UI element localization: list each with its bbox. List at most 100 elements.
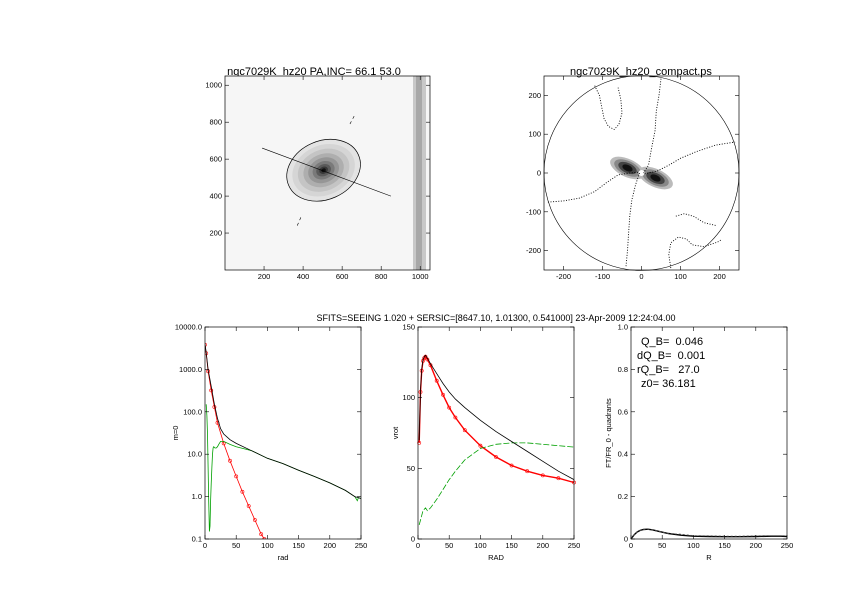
annotation-q-b: Q_B= 0.046 <box>641 336 703 348</box>
rotation-bulge-point <box>509 463 514 468</box>
profile-xtick-label: 200 <box>324 541 337 550</box>
profile-ytick-label: 10.0 <box>187 450 202 459</box>
profile-model-point <box>209 388 214 393</box>
residual-lobe-right <box>650 174 661 182</box>
rotation-bulge-point <box>462 428 467 433</box>
ftfr-ytick-label: 0.2 <box>618 492 628 501</box>
profile-xtick-label: 50 <box>232 541 240 550</box>
image-panel: ngc7029K_hz20 PA,INC= 66.1 53.0 200 400 60… <box>205 66 431 281</box>
ftfr-xtick-label: 0 <box>629 541 633 550</box>
image-xtick-label: 400 <box>297 272 310 281</box>
ftfr-ylabel: FT/FR_0 - quadrants <box>604 398 613 468</box>
major-axis-line <box>261 147 392 197</box>
ftfr-xtick-label: 50 <box>658 541 666 550</box>
compact-ticks: -200 -100 0 100 200 -200 -100 0 100 200 <box>526 76 739 281</box>
rotation-xtick-label: 200 <box>537 541 550 550</box>
ftfr-xtick-label: 100 <box>687 541 700 550</box>
annotation-z0: z0= 36.181 <box>641 378 696 390</box>
profile-ticks: 0 50 100 150 200 250 0.1 1.0 10.0 100.0 1000.0 1000… <box>175 323 367 551</box>
zero-contour <box>644 141 736 175</box>
image-ytick-label: 200 <box>209 229 222 238</box>
zero-contour <box>668 236 722 269</box>
ftfr-ytick-label: 1.0 <box>618 323 628 332</box>
image-overlay <box>261 114 392 226</box>
compact-residual-image <box>610 156 673 190</box>
compact-ytick-label: -100 <box>526 207 541 216</box>
profile-residual-line <box>205 404 361 532</box>
image-edge-strip-core <box>416 76 422 270</box>
zero-contour <box>594 85 623 131</box>
rotation-bulge-point <box>478 443 483 448</box>
rotation-bulge-point <box>540 473 545 478</box>
profile-ylabel: m=0 <box>171 426 180 441</box>
compact-ytick-label: 0 <box>537 169 541 178</box>
profile-model-point <box>259 532 264 537</box>
rotation-xlabel: RAD <box>488 553 504 562</box>
rotation-xtick-label: 250 <box>568 541 581 550</box>
profile-xlabel: rad <box>278 553 289 562</box>
rotation-bulge-point <box>494 455 498 459</box>
compact-xtick-label: 0 <box>639 272 643 281</box>
ftfr-ticks: 0 50 100 150 200 250 0 0.2 0.4 0.6 0.8 1.0 <box>618 323 794 551</box>
rotation-series <box>417 354 576 526</box>
compact-panel: ngc7029K_hz20_compact.ps -200 -100 0 100 200… <box>526 66 740 281</box>
rotation-ylabel: vrot <box>391 426 400 439</box>
image-ytick-label: 600 <box>209 155 222 164</box>
profile-frame <box>204 326 362 540</box>
compact-xtick-label: 200 <box>713 272 726 281</box>
profile-model-point <box>205 342 207 347</box>
rotation-xtick-label: 0 <box>416 541 420 550</box>
ftfr-q-line <box>630 528 788 540</box>
profile-ytick-label: 1000.0 <box>179 365 202 374</box>
zero-contour <box>547 171 639 203</box>
rotation-xtick-label: 100 <box>474 541 487 550</box>
image-ticks: 200 400 600 800 1000 200 400 600 800 1000 <box>205 76 430 281</box>
image-xtick-label: 1000 <box>412 272 429 281</box>
profile-model-point <box>252 518 257 522</box>
image-ytick-label: 800 <box>209 118 222 127</box>
figure-suptitle: SFITS=SEEING 1.020 + SERSIC=[8647.10, 1.… <box>317 313 676 323</box>
ftfr-ytick-label: 0.8 <box>618 365 628 374</box>
residual-lobe-left <box>622 164 633 172</box>
minor-axis-dash <box>296 214 303 226</box>
profile-xtick-label: 250 <box>355 541 368 550</box>
profile-model-line <box>205 344 265 539</box>
profile-model-point <box>228 458 232 463</box>
image-ytick-label: 400 <box>209 192 222 201</box>
zero-contour <box>674 213 716 226</box>
rotation-ytick-label: 0 <box>411 535 415 544</box>
ftfr-frame <box>630 326 788 540</box>
profile-xtick-label: 0 <box>203 541 207 550</box>
profile-plot-area <box>205 342 361 539</box>
rotation-bulge-point <box>447 405 452 410</box>
ftfr-xtick-label: 150 <box>718 541 731 550</box>
compact-xtick-label: 100 <box>674 272 687 281</box>
rotation-bulge-point <box>556 476 561 481</box>
profile-model-point <box>234 474 239 479</box>
rotation-xtick-label: 150 <box>505 541 518 550</box>
compact-ytick-label: -200 <box>526 246 541 255</box>
annotation-rq-b: rQ_B= 27.0 <box>637 364 700 376</box>
profile-total-line <box>205 343 361 499</box>
ftfr-quadrant-line <box>630 528 788 540</box>
rotation-ytick-label: 50 <box>407 464 415 473</box>
ftfr-ytick-label: 0 <box>624 535 628 544</box>
zero-contour <box>625 172 640 268</box>
rotation-bulge-line <box>418 355 575 484</box>
profile-ytick-label: 1.0 <box>192 492 202 501</box>
compact-ytick-label: 100 <box>528 130 541 139</box>
rotation-bulge-point <box>441 392 445 397</box>
profile-ytick-label: 0.1 <box>192 535 202 544</box>
residual-center <box>638 170 645 176</box>
image-panel-title: ngc7029K_hz20 PA,INC= 66.1 53.0 <box>227 66 401 78</box>
rotation-ticks: 0 50 100 150 200 250 0 50 100 150 <box>402 323 580 551</box>
rotation-disk-line <box>418 442 575 526</box>
rotation-total-line <box>418 354 575 480</box>
rotation-bulge-point <box>525 469 530 474</box>
ftfr-ytick-label: 0.6 <box>618 407 628 416</box>
rotation-ytick-label: 100 <box>402 393 415 402</box>
rotation-panel: 0 50 100 150 200 250 0 50 100 150 RAD vrot <box>391 323 580 563</box>
compact-xtick-label: -100 <box>595 272 610 281</box>
rotation-bulge-point <box>417 440 422 445</box>
